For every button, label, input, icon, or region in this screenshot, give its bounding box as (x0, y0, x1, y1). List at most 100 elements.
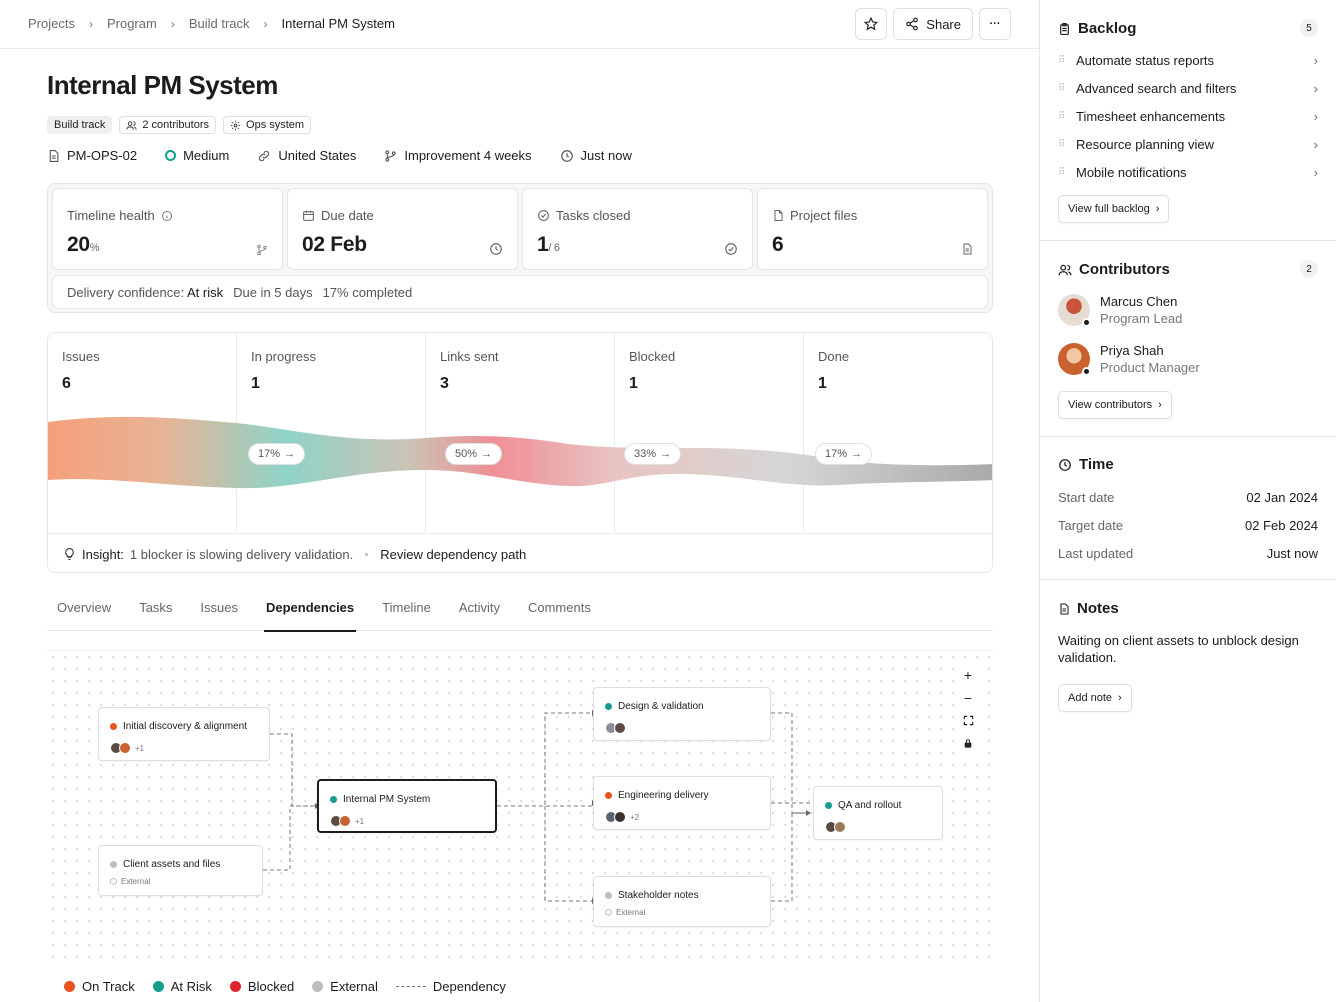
backlog-item-label: Advanced search and filters (1076, 81, 1237, 96)
contributor-name: Priya Shah (1100, 343, 1164, 358)
drag-handle-icon[interactable]: ⠿ (1058, 139, 1065, 150)
contributor-name: Marcus Chen (1100, 294, 1178, 309)
zoom-in-button[interactable]: + (956, 663, 980, 686)
flow-col-blocked[interactable]: Blocked 1 (615, 333, 804, 533)
status-dot (825, 802, 832, 809)
node-engineering-delivery[interactable]: Engineering delivery +2 (593, 776, 771, 830)
rate-label: 17% (258, 448, 281, 460)
drag-handle-icon[interactable]: ⠿ (1058, 83, 1065, 94)
node-internal-pm-system[interactable]: Internal PM System +1 (317, 779, 497, 833)
time-row-updated: Last updated Just now (1058, 546, 1318, 561)
project-tags: Build track 2 contributors Ops system (47, 116, 312, 134)
timeline-health-card[interactable]: Timeline health 20% (52, 188, 283, 270)
confidence-value: At risk (186, 284, 224, 300)
flow-col-links-sent[interactable]: Links sent 3 (426, 333, 615, 533)
node-design-validation[interactable]: Design & validation (593, 687, 771, 741)
delivery-confidence-bar: Delivery confidence: At risk Due in 5 da… (52, 275, 988, 309)
tasks-closed-card[interactable]: Tasks closed 1/ 6 (522, 188, 753, 270)
view-full-backlog-button[interactable]: View full backlog › (1058, 195, 1170, 223)
tab-overview[interactable]: Overview (57, 600, 112, 615)
node-stakeholder-notes[interactable]: Stakeholder notes ⬡ External (593, 876, 771, 927)
chevron-right-icon: › (1118, 692, 1122, 704)
time-key: Start date (1058, 490, 1115, 505)
node-client-assets[interactable]: Client assets and files ⬡ External (98, 845, 263, 896)
info-icon[interactable] (161, 210, 173, 222)
flow-label: Done (818, 349, 850, 364)
time-section: Time Start date 02 Jan 2024 Target date 02… (1040, 437, 1336, 580)
breadcrumb-build-track[interactable]: Build track (188, 16, 250, 31)
legend-dot (152, 981, 164, 992)
stats-panel: Timeline health 20% Due date 02 Feb Task… (47, 183, 993, 313)
flow-col-in-progress[interactable]: In progress 1 (237, 333, 426, 533)
tag-contributors[interactable]: 2 contributors (119, 116, 217, 134)
flow-value: 6 (62, 375, 71, 392)
node-qa-rollout[interactable]: QA and rollout (813, 786, 943, 840)
backlog-item[interactable]: ⠿ Resource planning view › (1058, 137, 1318, 152)
backlog-item[interactable]: ⠿ Advanced search and filters › (1058, 81, 1318, 96)
clock-icon (1059, 458, 1071, 471)
dependency-graph[interactable]: Initial discovery & alignment +1 Client … (47, 650, 993, 962)
drag-handle-icon[interactable]: ⠿ (1058, 111, 1065, 122)
tab-dependencies[interactable]: Dependencies (256, 600, 364, 632)
due-date-card[interactable]: Due date 02 Feb (287, 188, 518, 270)
backlog-item[interactable]: ⠿ Timesheet enhancements › (1058, 109, 1318, 124)
contributor-priya[interactable]: Priya Shah Product Manager (1058, 343, 1200, 376)
arrow-right-icon: → (851, 448, 863, 460)
breadcrumb-program[interactable]: Program (106, 16, 157, 31)
tab-bar: Overview Tasks Issues Dependencies Timel… (47, 600, 993, 632)
view-contributors-button[interactable]: View contributors › (1058, 391, 1172, 419)
time-key: Target date (1058, 518, 1124, 533)
zoom-out-button[interactable]: − (956, 686, 980, 709)
tag-build-track[interactable]: Build track (47, 116, 113, 134)
flow-col-done[interactable]: Done 1 (804, 333, 992, 533)
meta-location-label: United States (278, 148, 357, 163)
avatar (1058, 343, 1091, 376)
legend-on-track: On Track (64, 979, 135, 994)
more-button[interactable]: ··· (979, 8, 1011, 40)
drag-handle-icon[interactable]: ⠿ (1058, 55, 1065, 66)
contributor-marcus[interactable]: Marcus Chen Program Lead (1058, 294, 1182, 327)
node-sub: External (120, 877, 151, 886)
tab-activity[interactable]: Activity (458, 600, 500, 615)
more-icon: ··· (989, 18, 1001, 30)
tag-ops-system[interactable]: Ops system (223, 116, 312, 134)
online-indicator (1082, 318, 1091, 327)
card-value: 02 Feb (302, 233, 367, 256)
note-text: Waiting on client assets to unblock desi… (1058, 633, 1299, 665)
confidence-due: Due in 5 days (233, 284, 313, 300)
node-initial-discovery[interactable]: Initial discovery & alignment +1 (98, 707, 270, 761)
tab-tasks[interactable]: Tasks (139, 600, 173, 615)
fit-view-button[interactable] (956, 709, 980, 732)
check-circle-icon (538, 210, 549, 221)
add-note-button[interactable]: Add note › (1058, 684, 1132, 712)
backlog-item[interactable]: ⠿ Mobile notifications › (1058, 165, 1318, 180)
status-dot (110, 861, 117, 868)
rate-label: 17% (825, 448, 848, 460)
rate-pill-4: 17% → (815, 443, 873, 465)
document-icon (49, 149, 59, 162)
link-icon (259, 150, 270, 161)
backlog-count: 5 (1300, 19, 1318, 37)
tab-issues[interactable]: Issues (200, 600, 238, 615)
breadcrumb-projects[interactable]: Projects (28, 16, 75, 31)
flow-funnel: Issues 6 In progress 1 Links sent 3 Bloc… (47, 332, 993, 573)
tab-comments[interactable]: Comments (527, 600, 591, 615)
review-dependency-link[interactable]: Review dependency path (380, 546, 527, 562)
lock-button[interactable] (956, 732, 980, 755)
flow-value: 1 (629, 375, 638, 392)
favorite-button[interactable] (855, 8, 888, 40)
tab-timeline[interactable]: Timeline (382, 600, 431, 615)
backlog-item[interactable]: ⠿ Automate status reports › (1058, 53, 1318, 68)
arrow-right-icon: → (284, 448, 296, 460)
section-title: Backlog (1078, 20, 1137, 37)
chevron-right-icon: › (170, 16, 175, 31)
main-panel: Projects › Program › Build track › Inter… (0, 0, 1040, 1002)
insight-bar: Insight: 1 blocker is slowing delivery v… (48, 533, 992, 572)
share-button[interactable]: Share (893, 8, 973, 40)
meta-branch-label: Improvement 4 weeks (404, 148, 532, 163)
rate-pill-3: 33% → (624, 443, 682, 465)
project-files-card[interactable]: Project files 6 (757, 188, 988, 270)
node-title: QA and rollout (838, 800, 902, 811)
drag-handle-icon[interactable]: ⠿ (1058, 167, 1065, 178)
chevron-right-icon: › (1313, 53, 1318, 68)
